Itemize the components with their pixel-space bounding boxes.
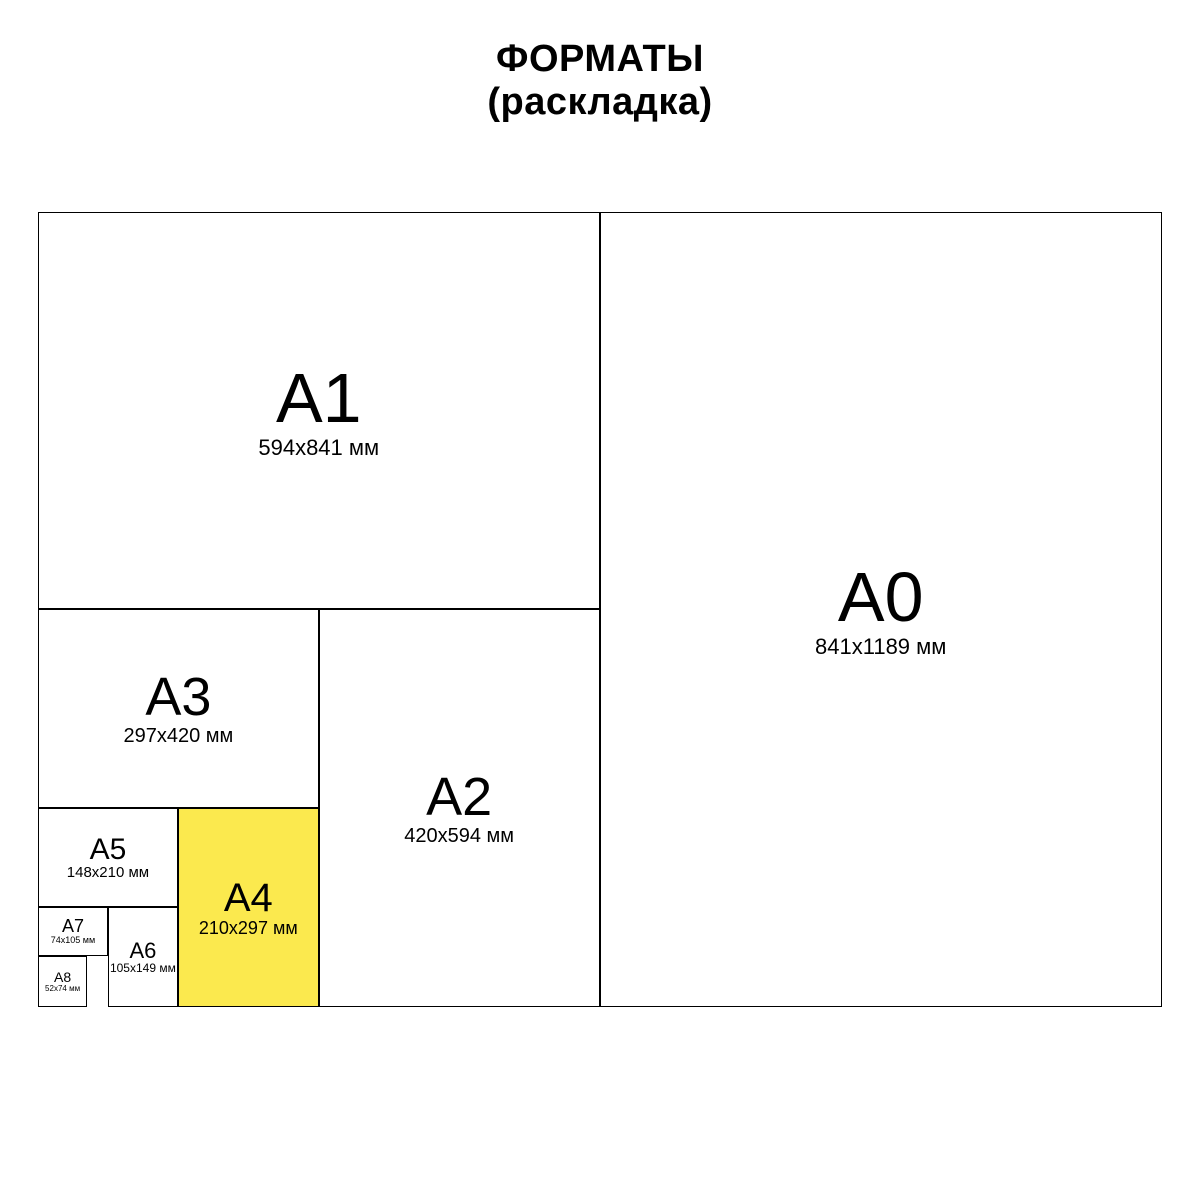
format-dimensions: 105x149 мм [110,962,176,975]
title-block: ФОРМАТЫ (раскладка) [0,0,1200,134]
format-box-a7: A774x105 мм [38,907,108,956]
format-name: A6 [129,939,156,962]
format-name: A2 [426,769,492,826]
title-line-2: (раскладка) [0,81,1200,124]
format-box-a4: A4210x297 мм [178,808,319,1007]
format-box-a8: A852x74 мм [38,956,87,1007]
title-line-1: ФОРМАТЫ [0,38,1200,81]
format-dimensions: 210x297 мм [199,919,298,938]
format-box-a3: A3297x420 мм [38,609,319,808]
format-dimensions: 841x1189 мм [815,635,946,658]
format-dimensions: 420x594 мм [404,826,514,847]
format-box-a6: A6105x149 мм [108,907,178,1007]
format-dimensions: 74x105 мм [51,936,95,945]
format-name: A3 [145,669,211,726]
format-dimensions: 52x74 мм [45,985,80,993]
format-box-a0: A0841x1189 мм [600,212,1162,1007]
format-name: A5 [90,834,127,866]
format-dimensions: 594x841 мм [258,436,379,459]
format-box-a2: A2420x594 мм [319,609,600,1007]
format-name: A0 [838,561,924,635]
format-name: A1 [276,362,362,436]
paper-formats-diagram: A0841x1189 ммA1594x841 ммA2420x594 ммA32… [38,212,1162,1007]
format-name: A4 [224,877,273,919]
format-dimensions: 148x210 мм [67,865,149,881]
format-name: A7 [62,917,84,936]
format-box-a5: A5148x210 мм [38,808,178,907]
format-dimensions: 297x420 мм [123,726,233,747]
format-name: A8 [54,970,71,985]
format-box-a1: A1594x841 мм [38,212,600,609]
